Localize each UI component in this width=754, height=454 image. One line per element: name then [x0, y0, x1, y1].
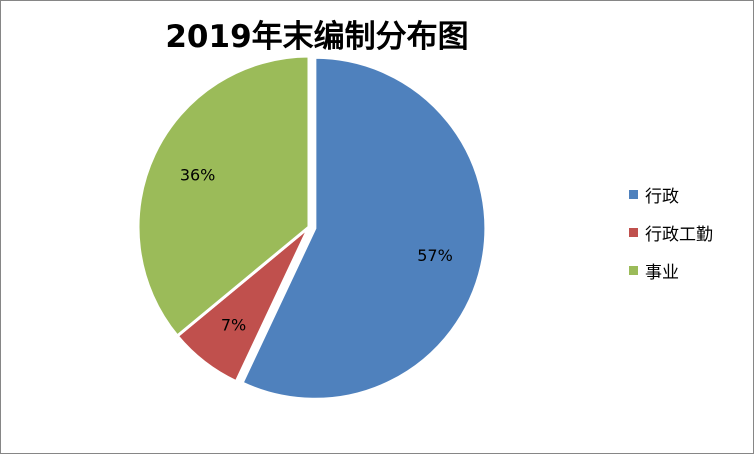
pie-slice-0 [240, 55, 488, 401]
chart-title: 2019年末编制分布图 [165, 19, 469, 55]
legend-label-1: 行政工勤 [645, 224, 713, 245]
legend-swatch-2 [629, 265, 638, 275]
legend-swatch-1 [629, 227, 638, 237]
legend-item-1: 行政工勤 [629, 213, 713, 251]
data-label-2: 36% [180, 166, 216, 185]
legend-label-2: 事业 [645, 262, 679, 283]
legend-label-0: 行政 [645, 186, 679, 207]
pie-slice-2 [136, 54, 311, 339]
legend-item-2: 事业 [629, 251, 713, 289]
legend: 行政 行政工勤 事业 [629, 175, 713, 289]
data-label-0: 57% [417, 246, 453, 265]
legend-swatch-0 [629, 189, 638, 199]
legend-item-0: 行政 [629, 175, 713, 213]
data-label-1: 7% [221, 315, 246, 334]
